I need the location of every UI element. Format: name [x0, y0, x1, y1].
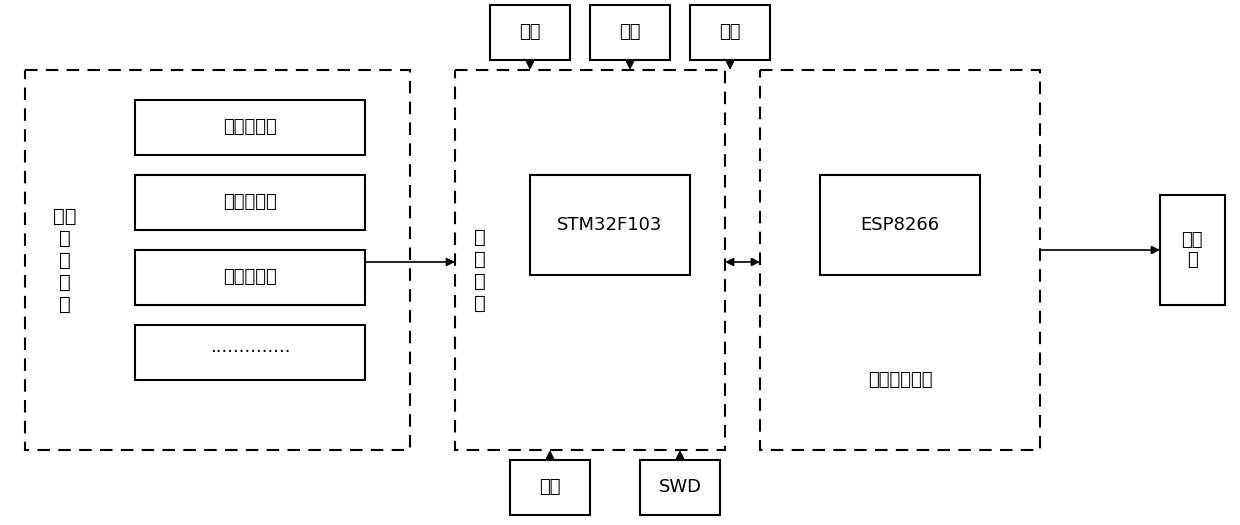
Text: 位移传感器: 位移传感器	[223, 193, 277, 211]
Bar	[640, 460, 720, 515]
Bar	[510, 460, 590, 515]
Bar	[529, 175, 689, 275]
Bar	[135, 100, 365, 155]
Bar	[760, 70, 1040, 450]
Text: 时钟: 时钟	[619, 23, 641, 41]
Text: 上位
机: 上位 机	[1182, 230, 1203, 269]
Bar	[590, 5, 670, 60]
Text: 电源: 电源	[520, 23, 541, 41]
Text: 复位: 复位	[719, 23, 740, 41]
Bar	[455, 70, 725, 450]
Text: ··············: ··············	[210, 343, 290, 361]
Text: STM32F103: STM32F103	[557, 216, 662, 234]
Text: SWD: SWD	[658, 478, 702, 496]
Text: 主
控
模
块: 主 控 模 块	[474, 227, 486, 312]
Bar	[490, 5, 570, 60]
Text: 数据
采
集
模
块: 数据 采 集 模 块	[53, 206, 77, 313]
Text: 位移传感器: 位移传感器	[223, 118, 277, 136]
Bar	[1159, 195, 1225, 305]
Text: 位移传感器: 位移传感器	[223, 268, 277, 286]
Bar	[820, 175, 980, 275]
Bar	[135, 325, 365, 380]
Text: 无线传输模块: 无线传输模块	[868, 371, 932, 389]
Bar	[135, 175, 365, 230]
Text: 存储: 存储	[539, 478, 560, 496]
Text: ESP8266: ESP8266	[861, 216, 940, 234]
Bar	[689, 5, 770, 60]
Bar	[25, 70, 410, 450]
Bar	[135, 250, 365, 305]
